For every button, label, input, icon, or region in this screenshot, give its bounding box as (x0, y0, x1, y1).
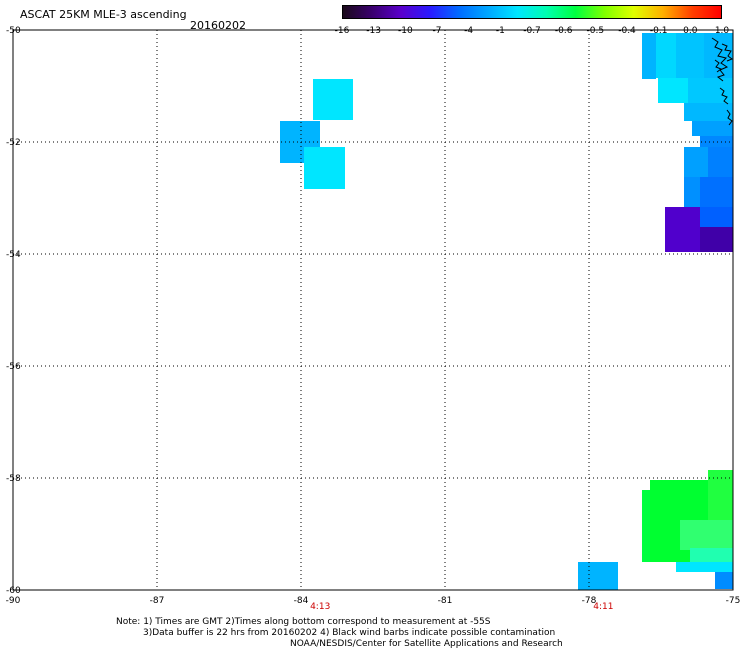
map-frame (12, 29, 734, 591)
swath-cell (658, 78, 688, 103)
swath-cell (688, 78, 733, 103)
colorbar-tick-label: 1.0 (714, 26, 730, 36)
longitude-label: -75 (726, 596, 740, 606)
swath-cell (642, 33, 656, 79)
swath-cell (715, 572, 733, 589)
colorbar-tick-label: -16 (334, 26, 350, 36)
latitude-label: -50 (6, 26, 21, 36)
swath-cell (700, 207, 733, 227)
longitude-label: -81 (438, 596, 453, 606)
colorbar-ticks: -16 -13 -10 -7 -4 -1 -0.7 -0.6 -0.5 -0.4 -0.1 0.0 1.… (335, 26, 730, 40)
time-label: 4:13 (310, 602, 330, 612)
colorbar-tick-label: -4 (464, 26, 474, 36)
swath-cell (692, 121, 733, 136)
colorbar-tick-label: -0.5 (586, 26, 605, 36)
latitude-label: -54 (6, 250, 21, 260)
colorbar-tick-label: -7 (432, 26, 442, 36)
swath-cell (665, 207, 700, 252)
coastline-icon (711, 37, 734, 126)
colorbar-tick-label: -13 (366, 26, 382, 36)
swath-cell (684, 147, 708, 177)
swath-cell (684, 103, 733, 121)
longitude-label: -78 (582, 596, 597, 606)
map-date: 20160202 (190, 19, 246, 32)
note-line-2: 3)Data buffer is 22 hrs from 20160202 4)… (143, 628, 556, 638)
latitude-label: -56 (6, 362, 21, 372)
grid-lines (13, 30, 733, 590)
swath-cell (700, 227, 733, 252)
swath-cell (700, 136, 733, 147)
swath-cell (676, 562, 733, 572)
latitude-label: -52 (6, 138, 21, 148)
longitude-labels: -90 -87 -84 -81 -78 -75 (6, 596, 740, 606)
map-title: ASCAT 25KM MLE-3 ascending (20, 8, 187, 21)
latitude-label: -60 (6, 586, 21, 596)
colorbar-tick-label: -0.1 (649, 26, 668, 36)
swath-cell (642, 490, 650, 562)
longitude-label: -84 (294, 596, 309, 606)
swath-cell (304, 147, 345, 189)
time-labels: 4:13 4:11 (310, 602, 613, 612)
swath-cell (684, 177, 700, 207)
note-line-3: NOAA/NESDIS/Center for Satellite Applica… (290, 639, 563, 649)
colorbar (342, 5, 722, 19)
swath-cell (656, 33, 676, 78)
swath-cell (680, 520, 733, 550)
swath-cell (676, 33, 704, 78)
swath-cell (313, 79, 353, 120)
latitude-label: -58 (6, 474, 21, 484)
swath-cell (708, 147, 733, 177)
longitude-label: -90 (6, 596, 21, 606)
colorbar-tick-label: -0.4 (618, 26, 636, 36)
note-line-1: Note: 1) Times are GMT 2)Times along bot… (116, 617, 491, 627)
data-cells (280, 33, 733, 590)
swath-cell (708, 470, 733, 522)
swath-cell (690, 548, 733, 562)
longitude-label: -87 (150, 596, 165, 606)
swath-cell (578, 562, 618, 590)
colorbar-tick-label: -0.7 (523, 26, 541, 36)
colorbar-tick-label: -10 (397, 26, 413, 36)
latitude-labels: -50 -52 -54 -56 -58 -60 (6, 26, 21, 596)
colorbar-tick-label: -0.6 (554, 26, 573, 36)
time-label: 4:11 (593, 602, 613, 612)
swath-cell (700, 177, 733, 207)
colorbar-tick-label: 0.0 (683, 26, 698, 36)
colorbar-tick-label: -1 (495, 26, 505, 36)
